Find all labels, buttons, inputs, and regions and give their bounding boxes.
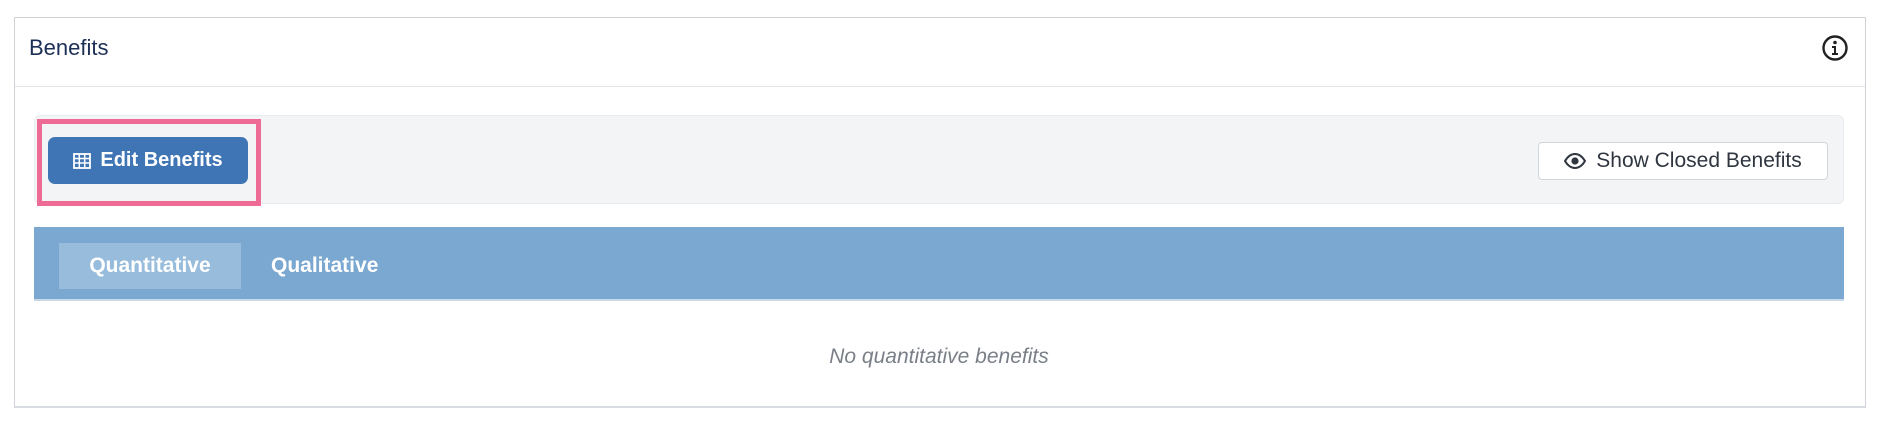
show-closed-label: Show Closed Benefits: [1596, 149, 1802, 172]
tab-active[interactable]: Quantitative: [59, 243, 241, 289]
edit-button[interactable]: Edit Benefits: [48, 137, 248, 184]
tab-bar: [34, 227, 1844, 301]
eye-icon: [1564, 153, 1587, 169]
tab[interactable]: Qualitative: [271, 254, 379, 277]
header-divider: [15, 86, 1865, 87]
panel-title: Benefits: [29, 35, 109, 60]
highlight-box: [37, 119, 261, 206]
table-icon: [73, 152, 92, 169]
edit-button-label: Edit Benefits: [100, 149, 223, 171]
show-closed-button[interactable]: Show Closed Benefits: [1538, 142, 1828, 180]
benefits-panel: [14, 17, 1866, 408]
info-icon[interactable]: [1821, 34, 1849, 62]
empty-message: No quantitative benefits: [829, 345, 1049, 368]
